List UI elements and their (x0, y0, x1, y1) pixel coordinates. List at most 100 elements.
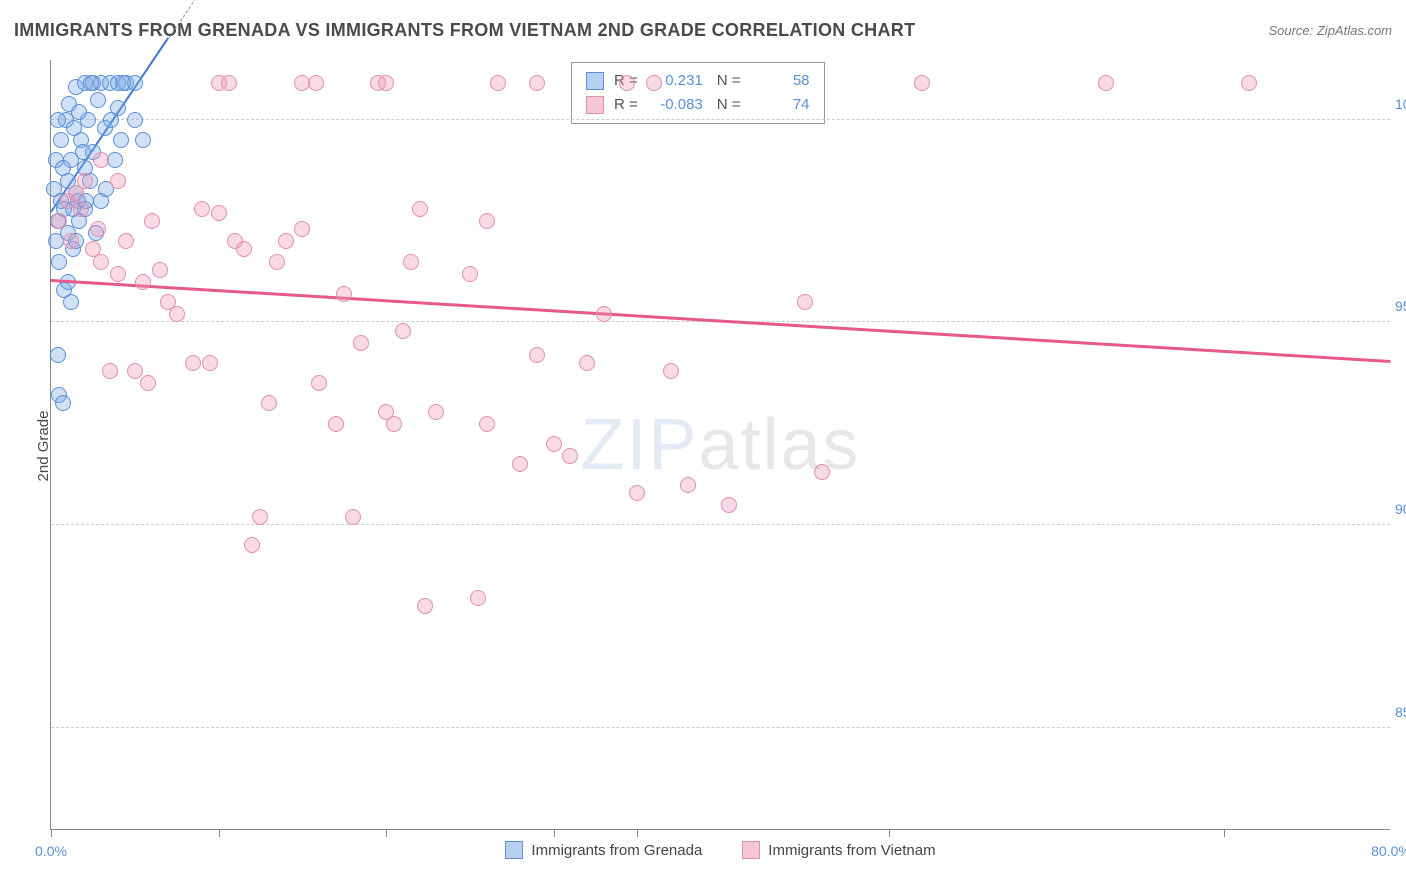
data-point-vietnam (90, 221, 106, 237)
data-point-vietnam (77, 173, 93, 189)
data-point-vietnam (378, 75, 394, 91)
legend-row-vietnam: R = -0.083 N = 74 (586, 93, 810, 117)
data-point-vietnam (579, 355, 595, 371)
swatch-vietnam-bottom (742, 841, 760, 859)
data-point-vietnam (428, 404, 444, 420)
data-point-vietnam (546, 436, 562, 452)
data-point-vietnam (619, 75, 635, 91)
data-point-grenada (63, 294, 79, 310)
data-point-vietnam (797, 294, 813, 310)
data-point-vietnam (336, 286, 352, 302)
data-point-vietnam (110, 266, 126, 282)
legend-r-label-2: R = (614, 93, 638, 117)
data-point-grenada (46, 181, 62, 197)
data-point-vietnam (169, 306, 185, 322)
chart-header: IMMIGRANTS FROM GRENADA VS IMMIGRANTS FR… (14, 20, 1392, 41)
data-point-vietnam (211, 205, 227, 221)
data-point-vietnam (144, 213, 160, 229)
watermark-zip: ZIP (580, 405, 698, 485)
x-tick (51, 829, 52, 837)
data-point-vietnam (345, 509, 361, 525)
series-legend: Immigrants from Grenada Immigrants from … (51, 841, 1390, 859)
swatch-grenada (586, 72, 604, 90)
grid-line-h (51, 119, 1390, 120)
data-point-vietnam (185, 355, 201, 371)
data-point-vietnam (127, 363, 143, 379)
data-point-grenada (66, 120, 82, 136)
data-point-vietnam (140, 375, 156, 391)
data-point-vietnam (479, 416, 495, 432)
data-point-vietnam (479, 213, 495, 229)
legend-item-grenada: Immigrants from Grenada (505, 841, 702, 859)
y-tick-label: 90.0% (1395, 501, 1406, 517)
plot-area: ZIPatlas R = 0.231 N = 58 R = -0.083 N =… (50, 60, 1390, 830)
data-point-grenada (113, 132, 129, 148)
correlation-legend: R = 0.231 N = 58 R = -0.083 N = 74 (571, 62, 825, 124)
data-point-vietnam (562, 448, 578, 464)
data-point-vietnam (102, 363, 118, 379)
swatch-grenada-bottom (505, 841, 523, 859)
legend-n-label-2: N = (717, 93, 741, 117)
x-tick (1224, 829, 1225, 837)
legend-label-vietnam: Immigrants from Vietnam (768, 842, 935, 859)
x-tick (889, 829, 890, 837)
data-point-vietnam (529, 347, 545, 363)
legend-n-value-1: 58 (755, 69, 810, 93)
y-tick-label: 95.0% (1395, 298, 1406, 314)
data-point-vietnam (596, 306, 612, 322)
data-point-grenada (50, 347, 66, 363)
x-tick-label: 80.0% (1371, 843, 1406, 859)
data-point-vietnam (512, 456, 528, 472)
data-point-vietnam (51, 213, 67, 229)
data-point-vietnam (470, 590, 486, 606)
data-point-grenada (90, 92, 106, 108)
data-point-grenada (83, 75, 99, 91)
data-point-vietnam (252, 509, 268, 525)
data-point-grenada (115, 75, 131, 91)
data-point-vietnam (914, 75, 930, 91)
data-point-vietnam (93, 152, 109, 168)
legend-label-grenada: Immigrants from Grenada (531, 842, 702, 859)
data-point-vietnam (417, 598, 433, 614)
x-tick (386, 829, 387, 837)
legend-n-label-1: N = (717, 69, 741, 93)
data-point-vietnam (663, 363, 679, 379)
data-point-vietnam (395, 323, 411, 339)
watermark-atlas: atlas (698, 405, 860, 485)
data-point-vietnam (1098, 75, 1114, 91)
data-point-vietnam (269, 254, 285, 270)
data-point-vietnam (814, 464, 830, 480)
legend-item-vietnam: Immigrants from Vietnam (742, 841, 935, 859)
data-point-vietnam (194, 201, 210, 217)
data-point-vietnam (646, 75, 662, 91)
data-point-vietnam (403, 254, 419, 270)
data-point-vietnam (63, 233, 79, 249)
data-point-grenada (55, 395, 71, 411)
legend-n-value-2: 74 (755, 93, 810, 117)
data-point-vietnam (386, 416, 402, 432)
legend-r-value-2: -0.083 (648, 93, 703, 117)
data-point-vietnam (202, 355, 218, 371)
data-point-vietnam (261, 395, 277, 411)
data-point-vietnam (721, 497, 737, 513)
data-point-vietnam (294, 221, 310, 237)
data-point-vietnam (244, 537, 260, 553)
data-point-vietnam (490, 75, 506, 91)
x-tick (554, 829, 555, 837)
data-point-grenada (135, 132, 151, 148)
data-point-vietnam (93, 254, 109, 270)
data-point-grenada (55, 160, 71, 176)
data-point-vietnam (110, 173, 126, 189)
data-point-vietnam (118, 233, 134, 249)
data-point-vietnam (328, 416, 344, 432)
data-point-vietnam (462, 266, 478, 282)
data-point-vietnam (278, 233, 294, 249)
data-point-vietnam (73, 201, 89, 217)
x-tick-label: 0.0% (35, 843, 67, 859)
x-tick (219, 829, 220, 837)
chart-source: Source: ZipAtlas.com (1268, 23, 1392, 38)
data-point-grenada (75, 144, 91, 160)
grid-line-h (51, 524, 1390, 525)
data-point-vietnam (236, 241, 252, 257)
data-point-grenada (103, 112, 119, 128)
